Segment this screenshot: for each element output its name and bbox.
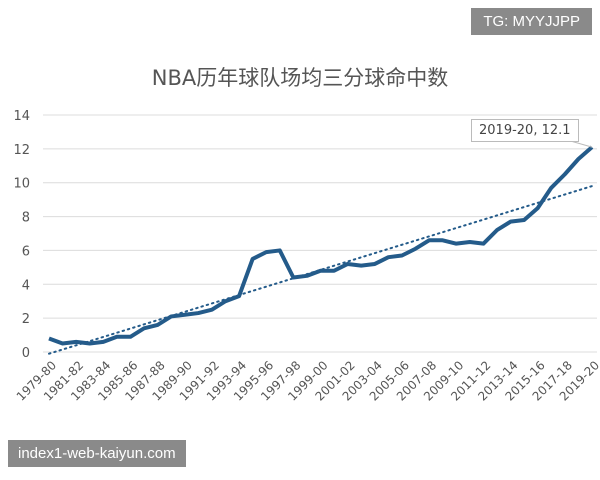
- y-tick-label: 10: [13, 177, 30, 192]
- series-line: [48, 145, 594, 346]
- y-tick-label: 14: [13, 109, 30, 124]
- watermark-url: index1-web-kaiyun.com: [8, 440, 186, 467]
- y-tick-label: 6: [22, 244, 30, 259]
- watermark-tg: TG: MYYJJPP: [471, 8, 592, 35]
- y-tick-label: 4: [22, 278, 30, 293]
- y-tick-label: 8: [22, 211, 30, 226]
- trendline: [48, 185, 593, 355]
- data-callout: 2019-20, 12.1: [471, 119, 579, 142]
- y-tick-label: 2: [22, 312, 30, 327]
- y-tick-label: 12: [13, 143, 30, 158]
- chart-title: NBA历年球队场均三分球命中数: [151, 66, 449, 90]
- y-tick-label: 0: [22, 346, 30, 361]
